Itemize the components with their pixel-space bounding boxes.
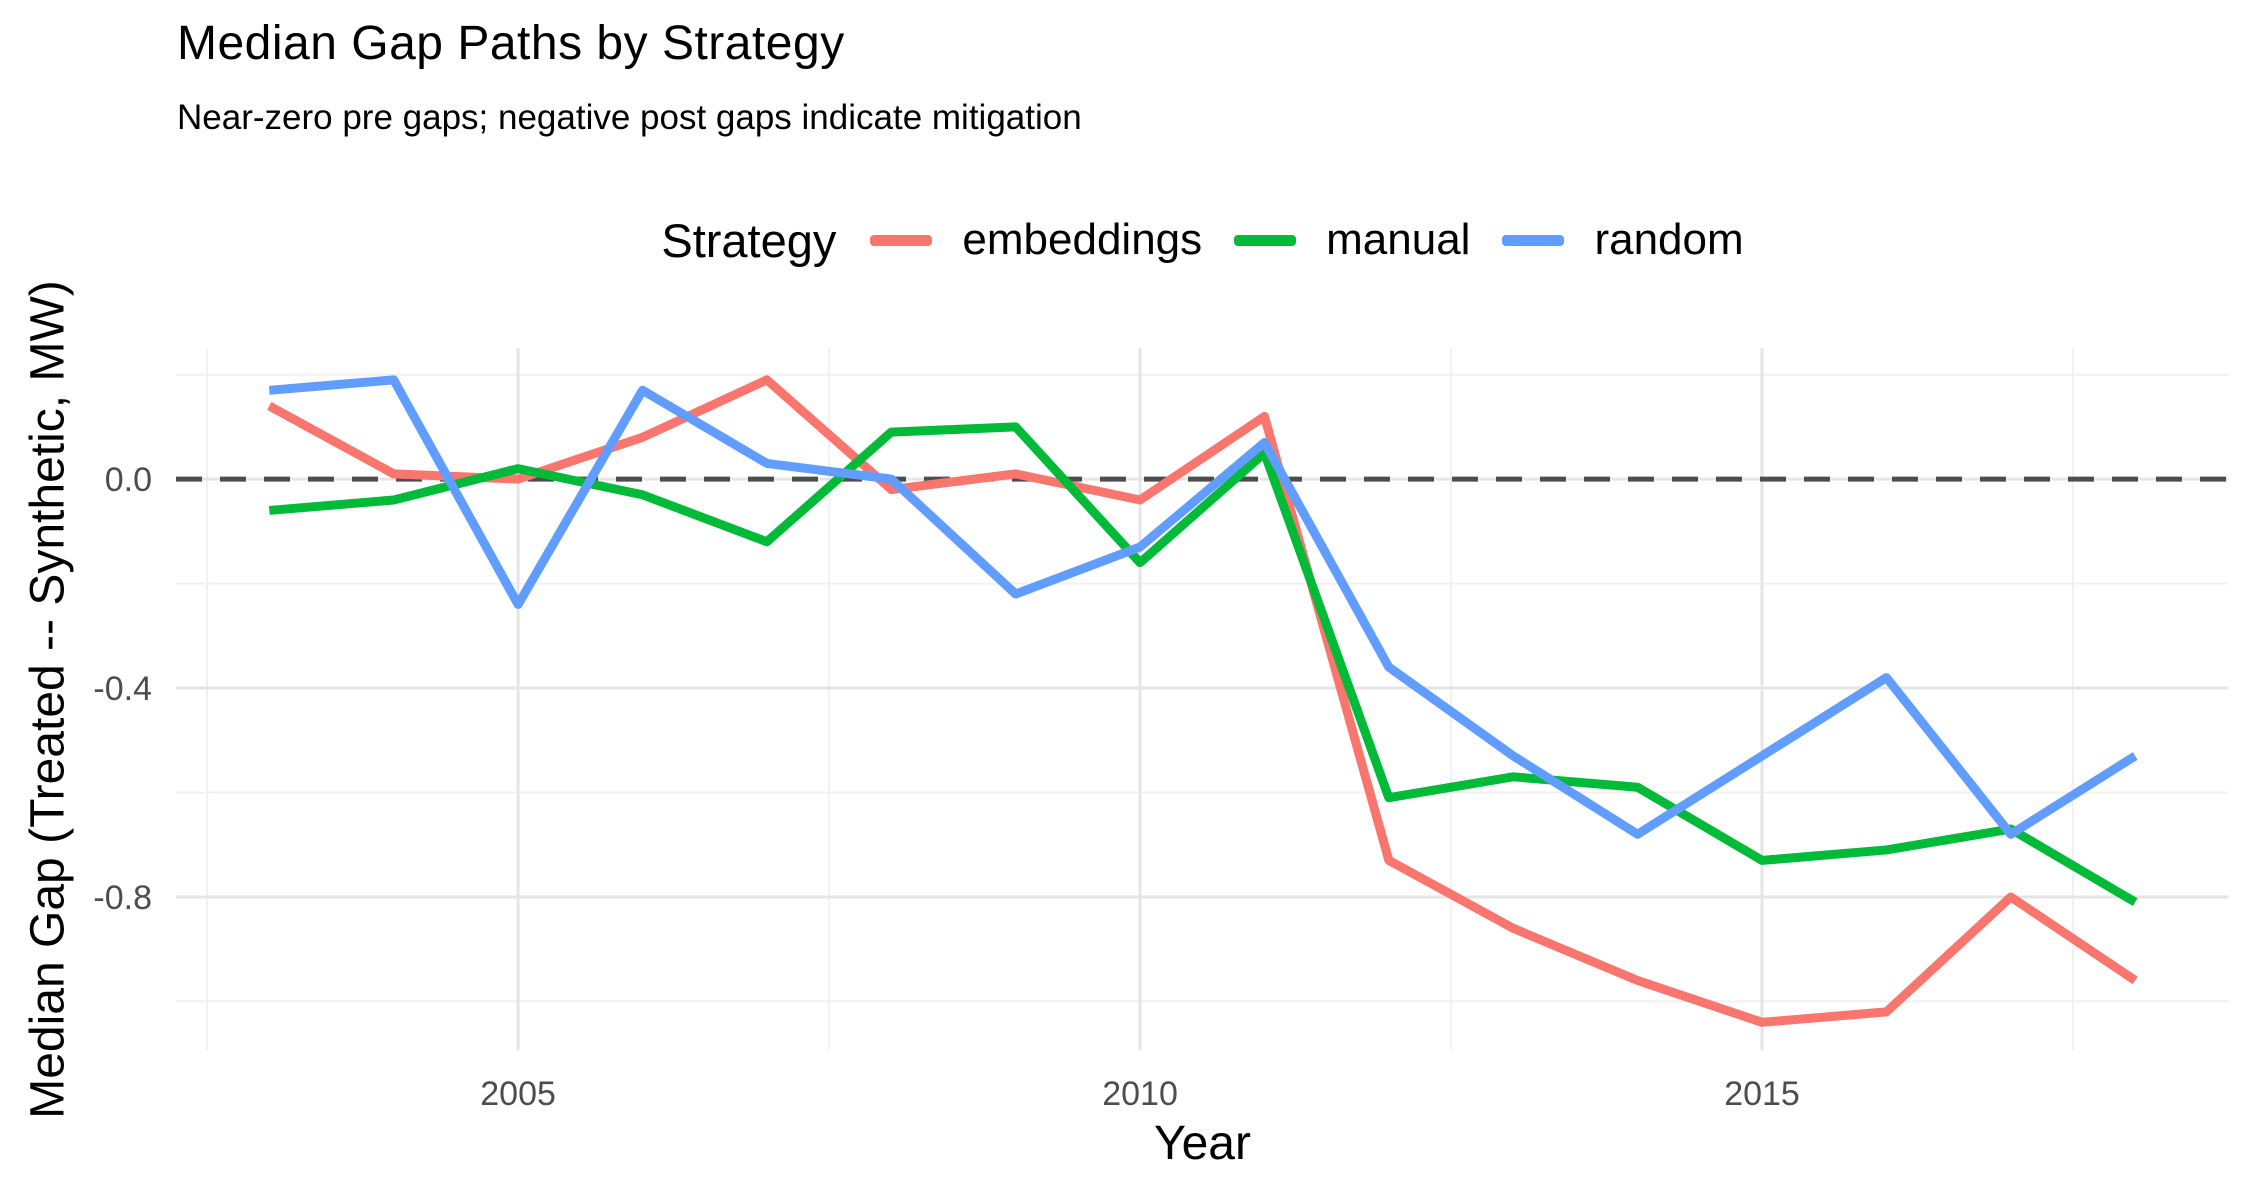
legend-item-embeddings: embeddings	[870, 215, 1202, 265]
legend-label-embeddings: embeddings	[962, 215, 1203, 264]
legend: Strategy embeddings manual random	[176, 205, 2229, 275]
chart-subtitle: Near-zero pre gaps; negative post gaps i…	[177, 98, 1082, 137]
series-line-embeddings	[267, 375, 2138, 1027]
legend-key-manual-icon	[1234, 234, 1297, 246]
chart-title: Median Gap Paths by Strategy	[177, 17, 845, 70]
x-tick-label: 2015	[1724, 1075, 1800, 1113]
series-line-random	[268, 375, 2138, 839]
y-tick-label: -0.4	[93, 670, 152, 708]
y-tick-label: 0.0	[105, 461, 152, 499]
legend-key-random-icon	[1502, 234, 1565, 246]
legend-key-embeddings-icon	[870, 234, 933, 246]
y-axis-title-wrap: Median Gap (Treated -- Synthetic, MW)	[0, 280, 96, 1118]
legend-label-manual: manual	[1326, 215, 1471, 264]
legend-title: Strategy	[661, 213, 837, 267]
legend-item-manual: manual	[1234, 215, 1470, 265]
y-tick-label: -0.8	[93, 879, 152, 917]
legend-item-random: random	[1502, 215, 1744, 265]
series-line-manual	[268, 422, 2138, 907]
x-axis-title: Year	[1154, 1117, 1251, 1170]
legend-label-random: random	[1594, 215, 1744, 264]
x-tick-label: 2010	[1102, 1075, 1178, 1113]
y-axis-title: Median Gap (Treated -- Synthetic, MW)	[21, 279, 75, 1119]
x-tick-label: 2005	[480, 1075, 556, 1113]
